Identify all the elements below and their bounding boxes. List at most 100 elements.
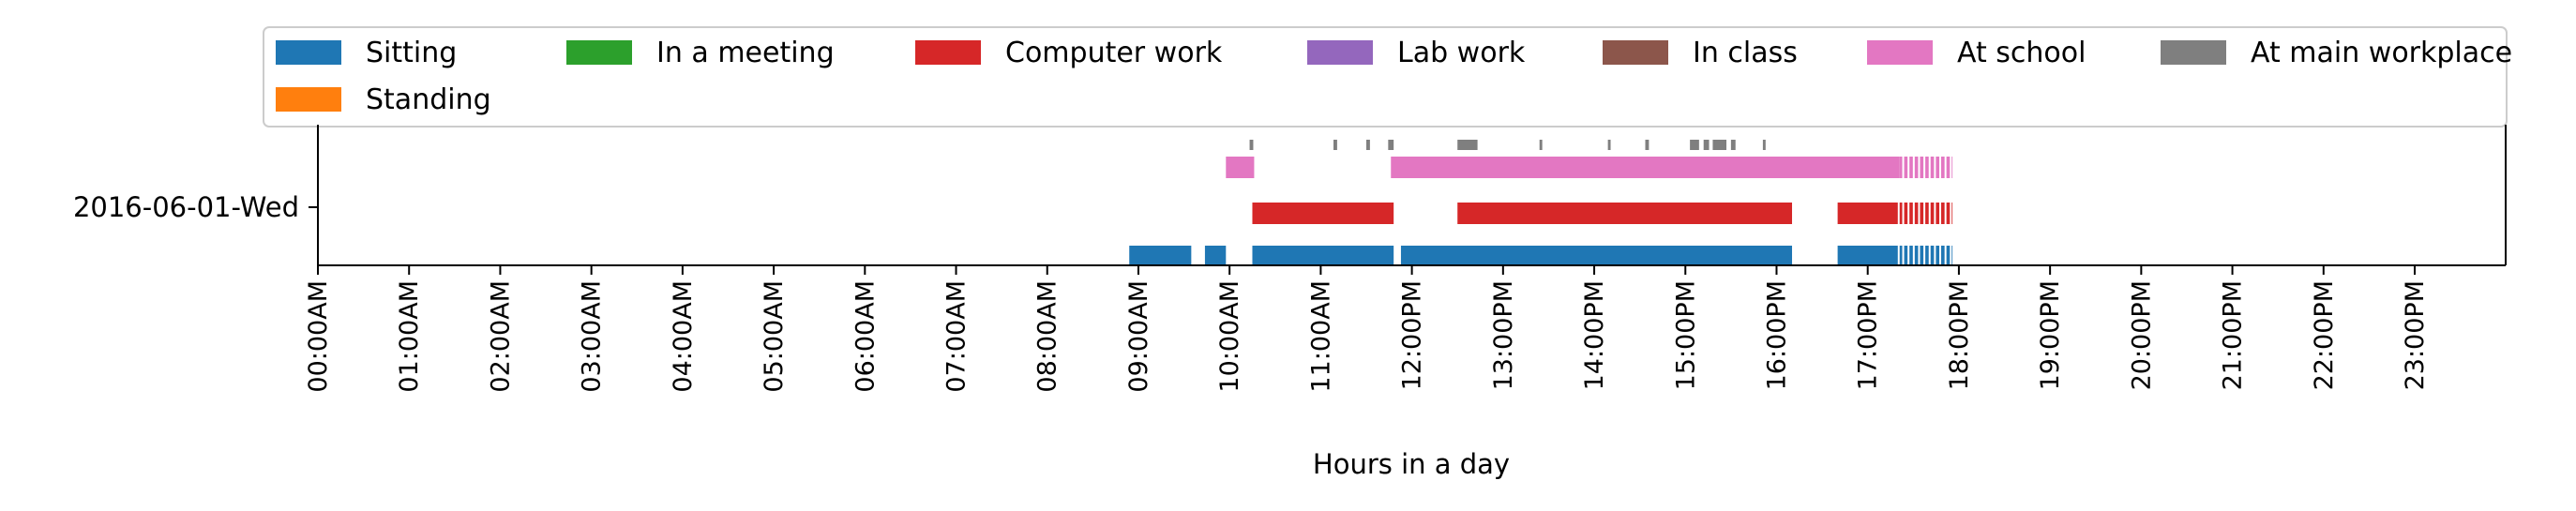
tail-gap (1950, 157, 1952, 178)
x-tick-label: 16:00PM (1762, 280, 1791, 390)
x-axis: 00:00AM 01:00AM 02:00AM 03:00AM 04:00AM 05:00… (304, 264, 2506, 393)
tail-gap (1923, 157, 1926, 178)
legend-swatch (276, 87, 341, 112)
x-tick-label: 15:00PM (1671, 280, 1700, 390)
legend-swatch (2161, 40, 2226, 65)
bar-workplace (1690, 140, 1699, 150)
bar-computer (1252, 203, 1394, 224)
x-tick-label: 21:00PM (2219, 280, 2248, 390)
bar-workplace (1457, 140, 1478, 150)
legend: Sitting In a meeting Computer work Lab work… (263, 26, 2512, 128)
legend-swatch (566, 40, 632, 65)
bar-sitting (1204, 246, 1227, 265)
tail-gap (1934, 157, 1936, 178)
tail-gap (1902, 203, 1905, 224)
tail-gap (1928, 157, 1931, 178)
x-tick-label: 13:00PM (1489, 280, 1518, 390)
tail-gap (1944, 203, 1947, 224)
legend-label: Lab work (1397, 37, 1526, 69)
tail-gap (1934, 246, 1936, 265)
x-tick-label: 19:00PM (2036, 280, 2065, 390)
x-tick-label: 14:00PM (1580, 280, 1609, 390)
bar-workplace (1762, 140, 1766, 150)
tail-gap (1912, 246, 1915, 265)
x-tick-label: 07:00AM (942, 280, 972, 393)
tail-gap (1918, 157, 1921, 178)
x-tick-label: 22:00PM (2310, 280, 2339, 390)
tail-gap (1918, 246, 1921, 265)
x-tick-label: 08:00AM (1033, 280, 1062, 393)
bar-computer (1837, 203, 1898, 224)
tail-gap (1928, 203, 1931, 224)
tail-gap (1907, 246, 1910, 265)
tail-gap (1902, 157, 1905, 178)
bar-sitting (1129, 246, 1192, 265)
legend-label: Sitting (366, 37, 457, 69)
x-tick-label: 03:00AM (578, 280, 607, 393)
x-tick-label: 23:00PM (2401, 280, 2430, 390)
legend-label: In class (1693, 37, 1798, 69)
legend-frame (263, 26, 2508, 128)
tail-gap (1939, 157, 1942, 178)
x-tick-label: 09:00AM (1124, 280, 1153, 393)
bar-school (1226, 157, 1255, 178)
tail-gap (1912, 203, 1915, 224)
tail-gap (1902, 246, 1905, 265)
legend-swatch (1307, 40, 1373, 65)
x-tick-label: 04:00AM (669, 280, 698, 393)
x-tick-label: 06:00AM (851, 280, 880, 393)
bar-workplace (1539, 140, 1543, 150)
tail-gap (1918, 203, 1921, 224)
legend-label: At main workplace (2251, 37, 2512, 69)
legend-label: At school (1957, 37, 2086, 69)
tail-gap (1923, 203, 1926, 224)
x-tick-label: 17:00PM (1854, 280, 1883, 390)
legend-label: In a meeting (656, 37, 835, 69)
tail-gap (1907, 203, 1910, 224)
tail-gap (1923, 246, 1926, 265)
y-tick-label: 2016-06-01-Wed (73, 191, 299, 223)
bar-workplace (1366, 140, 1370, 150)
bar-sitting (1837, 246, 1898, 265)
x-tick-label: 20:00PM (2127, 280, 2156, 390)
bar-workplace (1249, 140, 1254, 150)
tail-gap (1928, 246, 1931, 265)
tail-gap (1912, 157, 1915, 178)
legend-swatch (276, 40, 341, 65)
x-tick-label: 10:00AM (1215, 280, 1244, 393)
x-tick-label: 18:00PM (1945, 280, 1974, 390)
bar-workplace (1703, 140, 1710, 150)
bar-computer (1899, 203, 1953, 224)
tail-gap (1939, 203, 1942, 224)
x-axis-label: Hours in a day (1313, 448, 1510, 480)
legend-swatch (915, 40, 981, 65)
tail-gap (1907, 157, 1910, 178)
bar-workplace (1730, 140, 1736, 150)
tail-gap (1934, 203, 1936, 224)
bar-sitting (1899, 246, 1953, 265)
bar-school (1899, 157, 1953, 178)
tail-gap (1950, 203, 1952, 224)
bar-workplace (1607, 140, 1611, 150)
bar-workplace (1388, 140, 1394, 150)
x-tick-label: 01:00AM (395, 280, 424, 393)
legend-swatch (1603, 40, 1668, 65)
x-tick-label: 02:00AM (486, 280, 515, 393)
tail-gap (1950, 246, 1952, 265)
y-axis: 2016-06-01-Wed (73, 125, 2507, 265)
legend-label: Computer work (1005, 37, 1223, 69)
x-tick-label: 12:00PM (1398, 280, 1427, 390)
bar-sitting (1252, 246, 1394, 265)
bar-workplace (1645, 140, 1650, 150)
tail-gap (1939, 246, 1942, 265)
tail-gap (1944, 246, 1947, 265)
legend-swatch (1867, 40, 1933, 65)
legend-label: Standing (366, 83, 491, 116)
tail-gap (1944, 157, 1947, 178)
x-tick-label: 05:00AM (760, 280, 789, 393)
x-tick-label: 00:00AM (304, 280, 333, 393)
bar-computer (1457, 203, 1793, 224)
bar-sitting (1400, 246, 1793, 265)
